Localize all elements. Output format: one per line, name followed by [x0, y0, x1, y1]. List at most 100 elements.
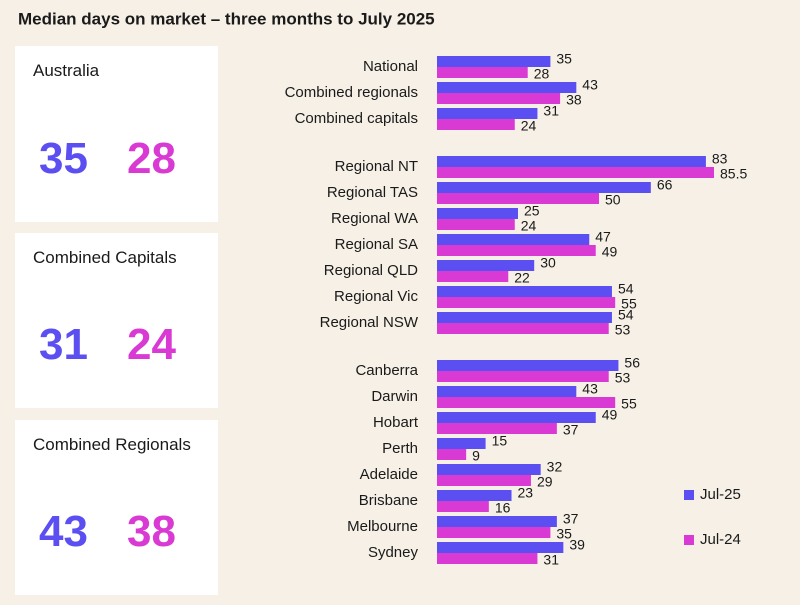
summary-card: Australia 35 28	[15, 46, 218, 222]
bar	[437, 193, 599, 204]
bar	[437, 260, 535, 271]
bar	[437, 56, 551, 67]
category-label: Regional QLD	[324, 262, 418, 279]
bar	[437, 360, 619, 371]
category-label: Regional WA	[331, 210, 418, 227]
bar	[437, 501, 489, 512]
card-value: 24	[127, 320, 176, 369]
value-label: 24	[521, 218, 537, 234]
bar	[437, 464, 541, 475]
legend-swatch	[684, 490, 694, 500]
value-label: 55	[621, 396, 637, 412]
summary-card: Combined Regionals 43 38	[15, 420, 218, 595]
category-label: Hobart	[373, 414, 419, 431]
bar	[437, 475, 531, 486]
category-label: Regional NSW	[320, 314, 419, 331]
card-value: 38	[127, 507, 176, 556]
value-label: 50	[605, 192, 621, 208]
value-label: 25	[524, 203, 540, 219]
value-label: 85.5	[720, 166, 747, 182]
value-label: 49	[602, 244, 618, 260]
category-label: Regional SA	[335, 236, 418, 253]
bar	[437, 67, 528, 78]
bar	[437, 119, 515, 130]
value-label: 53	[615, 370, 631, 386]
bar	[437, 234, 590, 245]
bar	[437, 323, 609, 334]
value-label: 39	[569, 537, 585, 553]
value-label: 22	[514, 270, 530, 286]
value-label: 43	[582, 381, 598, 397]
value-label: 83	[712, 151, 728, 167]
bar	[437, 449, 467, 460]
summary-card: Combined Capitals 31 24	[15, 233, 218, 408]
value-label: 47	[595, 229, 611, 245]
bar	[437, 386, 577, 397]
card-value: 28	[127, 134, 176, 183]
value-label: 49	[602, 407, 618, 423]
bar	[437, 527, 551, 538]
bar	[437, 93, 561, 104]
value-label: 55	[621, 296, 637, 312]
card-value: 43	[39, 507, 88, 556]
value-label: 16	[495, 500, 511, 516]
category-label: Combined regionals	[285, 84, 418, 101]
category-label: Regional NT	[335, 158, 418, 175]
bar	[437, 208, 518, 219]
bar	[437, 82, 577, 93]
bar	[437, 108, 538, 119]
bar	[437, 553, 538, 564]
bar	[437, 156, 706, 167]
value-label: 24	[521, 118, 537, 134]
category-label: Canberra	[355, 362, 418, 379]
value-label: 35	[556, 526, 572, 542]
bar	[437, 245, 596, 256]
chart-title: Median days on market – three months to …	[18, 9, 435, 28]
value-label: 53	[615, 322, 631, 338]
bar	[437, 297, 616, 308]
value-label: 56	[624, 355, 640, 371]
legend-label: Jul-24	[700, 531, 741, 548]
bar	[437, 219, 515, 230]
value-label: 23	[518, 485, 534, 501]
value-label: 35	[556, 51, 572, 67]
category-label: Regional TAS	[327, 184, 418, 201]
category-label: Combined capitals	[295, 110, 418, 127]
bar	[437, 182, 651, 193]
bar	[437, 423, 557, 434]
bar	[437, 490, 512, 501]
value-label: 29	[537, 474, 553, 490]
card-label: Combined Capitals	[33, 248, 177, 267]
bar	[437, 542, 564, 553]
card-label: Combined Regionals	[33, 435, 191, 454]
category-label: Melbourne	[347, 518, 418, 535]
bar	[437, 516, 557, 527]
value-label: 66	[657, 177, 673, 193]
bar	[437, 438, 486, 449]
bar	[437, 271, 509, 282]
legend-label: Jul-25	[700, 486, 741, 503]
value-label: 37	[563, 422, 579, 438]
card-value: 35	[39, 134, 88, 183]
bar	[437, 397, 616, 408]
value-label: 54	[618, 281, 634, 297]
legend-swatch	[684, 535, 694, 545]
card-label: Australia	[33, 61, 100, 80]
value-label: 31	[543, 552, 559, 568]
category-label: Brisbane	[359, 492, 418, 509]
category-label: National	[363, 58, 418, 75]
bar	[437, 312, 612, 323]
value-label: 37	[563, 511, 579, 527]
value-label: 38	[566, 92, 582, 108]
value-label: 54	[618, 307, 634, 323]
value-label: 31	[543, 103, 559, 119]
bar	[437, 286, 612, 297]
value-label: 9	[472, 448, 480, 464]
card-value: 31	[39, 320, 88, 369]
bar	[437, 371, 609, 382]
category-label: Perth	[382, 440, 418, 457]
category-label: Sydney	[368, 544, 419, 561]
category-label: Darwin	[371, 388, 418, 405]
bar	[437, 167, 714, 178]
